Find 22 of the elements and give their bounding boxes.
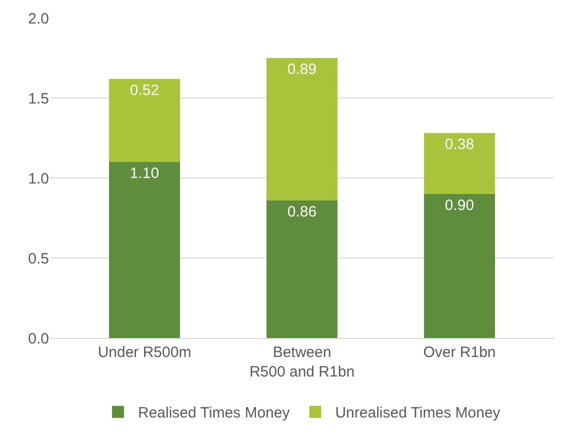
data-label: 0.90 [444,197,474,214]
bar [109,162,180,338]
bar [109,78,180,162]
y-tick-label: 0.0 [28,330,49,348]
data-label: 0.89 [287,61,317,78]
data-label: 0.38 [444,136,474,154]
y-tick-label: 0.5 [28,250,49,268]
y-tick-label: 1.5 [28,90,49,108]
y-tick-label: 2.0 [28,10,49,28]
y-tick-label: 1.0 [28,170,49,188]
x-tick-label: Over R1bn [423,344,496,361]
bar [424,133,495,194]
bar [266,200,338,338]
bar [424,194,495,338]
data-label: 1.10 [130,165,160,182]
legend-label: Realised Times Money [138,404,290,422]
data-label: 0.86 [287,203,317,220]
legend-label: Unrealised Times Money [335,404,501,422]
x-tick-label: Under R500m [98,344,192,361]
data-label: 0.52 [130,82,160,99]
x-tick-label: Between R500 and R1bn [249,344,355,380]
bar [266,58,338,200]
